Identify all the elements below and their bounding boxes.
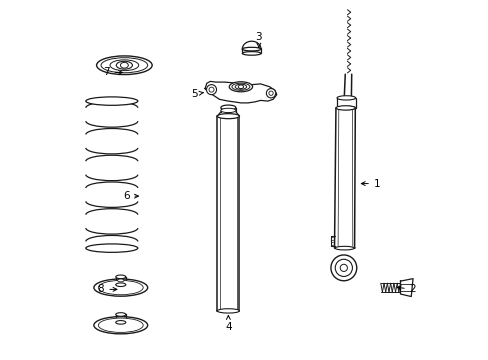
Ellipse shape xyxy=(116,61,132,69)
Ellipse shape xyxy=(229,82,252,92)
Ellipse shape xyxy=(208,87,214,92)
Ellipse shape xyxy=(221,105,235,110)
Ellipse shape xyxy=(268,91,273,95)
Ellipse shape xyxy=(85,244,138,252)
Ellipse shape xyxy=(217,309,239,313)
Ellipse shape xyxy=(242,51,261,55)
Ellipse shape xyxy=(221,108,235,113)
Ellipse shape xyxy=(266,89,275,98)
Ellipse shape xyxy=(120,62,128,68)
Ellipse shape xyxy=(98,318,143,332)
Text: 3: 3 xyxy=(255,32,262,48)
Ellipse shape xyxy=(334,246,353,250)
Ellipse shape xyxy=(117,279,124,282)
Ellipse shape xyxy=(110,60,139,71)
Ellipse shape xyxy=(336,96,355,100)
Ellipse shape xyxy=(101,58,147,73)
Ellipse shape xyxy=(96,56,152,75)
Text: 4: 4 xyxy=(224,316,231,332)
Ellipse shape xyxy=(336,106,355,110)
Ellipse shape xyxy=(335,259,352,276)
Ellipse shape xyxy=(217,114,239,119)
Ellipse shape xyxy=(231,83,249,90)
Text: 7: 7 xyxy=(103,67,122,77)
Ellipse shape xyxy=(242,47,261,51)
Text: 1: 1 xyxy=(361,179,380,189)
Ellipse shape xyxy=(116,275,125,279)
Ellipse shape xyxy=(94,279,147,296)
Text: 6: 6 xyxy=(122,191,138,201)
Ellipse shape xyxy=(116,283,125,287)
FancyBboxPatch shape xyxy=(242,48,261,53)
Ellipse shape xyxy=(206,85,216,95)
Text: 5: 5 xyxy=(191,89,203,99)
FancyBboxPatch shape xyxy=(336,98,355,108)
Ellipse shape xyxy=(340,264,346,271)
Ellipse shape xyxy=(85,97,138,105)
Text: 8: 8 xyxy=(98,284,117,294)
Ellipse shape xyxy=(335,106,355,110)
Ellipse shape xyxy=(235,84,246,89)
Ellipse shape xyxy=(116,313,125,316)
Ellipse shape xyxy=(98,280,143,295)
Text: 2: 2 xyxy=(396,284,415,294)
Ellipse shape xyxy=(330,255,356,281)
Ellipse shape xyxy=(116,320,125,324)
Ellipse shape xyxy=(238,85,243,89)
Ellipse shape xyxy=(94,317,147,334)
